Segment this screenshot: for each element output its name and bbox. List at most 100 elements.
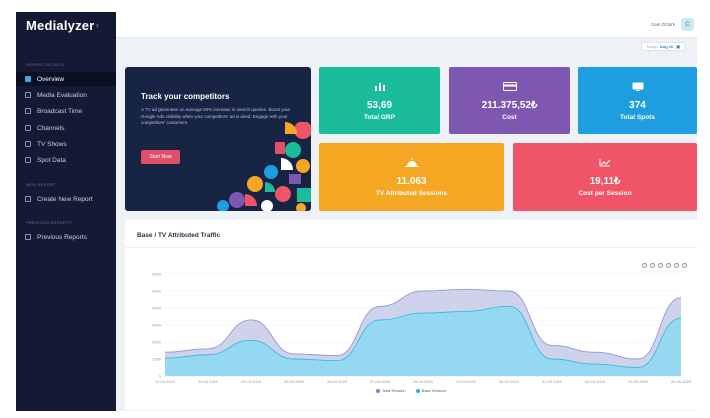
x-tick-label: 29.04.2020 bbox=[456, 379, 477, 384]
kpi-value: 211.375,52₺ bbox=[481, 100, 538, 111]
sidebar-item-label: Create New Report bbox=[37, 195, 93, 203]
sidebar-item-label: Media Evaluation bbox=[37, 91, 87, 99]
sidebar-item-label: Channels bbox=[37, 124, 65, 132]
kpi-card-total-spots: 374 Total Spots bbox=[578, 67, 697, 134]
sidebar-section-previous-reports: PREVIOUS REPORTS bbox=[26, 220, 72, 225]
pie-chart-icon bbox=[25, 76, 31, 82]
kpi-value: 53,69 bbox=[366, 100, 393, 111]
sunrise-icon bbox=[404, 157, 419, 167]
y-tick-label: 3000 bbox=[152, 323, 162, 328]
clock-icon bbox=[25, 108, 31, 114]
x-tick-label: 23.04.2020 bbox=[198, 379, 219, 384]
bell-icon bbox=[25, 125, 31, 131]
series-line-base-session bbox=[164, 305, 682, 368]
sidebar-section-report-details: REPORT DETAILS bbox=[26, 62, 65, 67]
legend-label: Base Session bbox=[421, 388, 447, 393]
kpi-label: Cost bbox=[502, 114, 517, 121]
chevron-left-icon[interactable]: ‹ bbox=[96, 20, 99, 30]
top-bar: Cem Öztürk C bbox=[116, 12, 697, 38]
y-tick-label: 4000 bbox=[152, 306, 162, 311]
sidebar-item-channels[interactable]: Channels bbox=[16, 121, 116, 135]
date-filter-value: Aug 16 bbox=[659, 44, 674, 49]
kpi-label: Total Spots bbox=[620, 114, 655, 121]
line-chart-icon bbox=[598, 157, 612, 167]
credit-card-icon bbox=[502, 81, 517, 91]
kpi-card-tv-attributed-sessions: 11.063 TV Attributed Sessions bbox=[319, 143, 504, 211]
sidebar-item-overview[interactable]: Overview bbox=[16, 72, 116, 86]
kpi-value: 19,11₺ bbox=[589, 176, 621, 187]
pan-hand-icon[interactable] bbox=[666, 263, 671, 268]
x-tick-label: 28.04.2020 bbox=[413, 379, 434, 384]
sidebar-item-create-new-report[interactable]: Create New Report bbox=[16, 192, 116, 206]
sidebar-item-media-evaluation[interactable]: Media Evaluation bbox=[16, 88, 116, 102]
x-tick-label: 24.04.2020 bbox=[241, 379, 262, 384]
app-window: Medialyzer ‹ REPORT DETAILS Overview Med… bbox=[16, 12, 697, 411]
tv-icon bbox=[25, 141, 31, 147]
x-tick-label: 27.04.2020 bbox=[370, 379, 391, 384]
date-filter[interactable]: Today Aug 16 ▣ bbox=[641, 42, 685, 51]
plus-document-icon bbox=[25, 196, 31, 202]
zoom-in-icon[interactable] bbox=[642, 263, 647, 268]
sidebar-item-label: Previous Reports bbox=[37, 233, 87, 241]
kpi-label: Cost per Session bbox=[578, 190, 632, 197]
x-tick-label: 04.05.2020 bbox=[671, 379, 692, 384]
x-tick-label: 22.04.2020 bbox=[155, 379, 176, 384]
chart-toolbar bbox=[642, 263, 687, 268]
bar-chart-icon bbox=[373, 81, 387, 91]
legend-item-base-session[interactable]: Base Session bbox=[415, 388, 447, 393]
sidebar-item-label: TV Shows bbox=[37, 140, 67, 148]
legend-label: Total Session bbox=[381, 388, 406, 393]
kpi-card-cost: 211.375,52₺ Cost bbox=[449, 67, 570, 134]
legend-item-total-session[interactable]: Total Session bbox=[375, 388, 406, 393]
home-icon[interactable] bbox=[674, 263, 679, 268]
x-tick-label: 02.05.2020 bbox=[585, 379, 606, 384]
sidebar-section-new-report: NEW REPORT bbox=[26, 182, 57, 187]
chart-legend: Total Session Base Session bbox=[125, 388, 697, 393]
sidebar-item-spot-data[interactable]: Spot Data bbox=[16, 153, 116, 167]
y-tick-label: 5000 bbox=[152, 289, 162, 294]
y-tick-label: 2000 bbox=[152, 340, 162, 345]
x-tick-label: 03.05.2020 bbox=[628, 379, 649, 384]
promo-title: Track your competitors bbox=[141, 92, 230, 101]
sidebar-item-label: Spot Data bbox=[37, 156, 66, 164]
promo-card: Track your competitors A TV ad generates… bbox=[125, 67, 311, 211]
sidebar-item-label: Broadcast Time bbox=[37, 107, 83, 115]
x-tick-label: 25.04.2020 bbox=[284, 379, 305, 384]
y-tick-label: 0 bbox=[159, 374, 162, 379]
series-area-base-session bbox=[165, 306, 681, 376]
kpi-label: TV Attributed Sessions bbox=[375, 190, 448, 197]
series-line-total-session bbox=[164, 288, 682, 360]
sidebar: Medialyzer ‹ REPORT DETAILS Overview Med… bbox=[16, 12, 116, 411]
kpi-value: 374 bbox=[629, 100, 646, 111]
app-logo: Medialyzer bbox=[26, 18, 95, 33]
x-tick-label: 01.05.2020 bbox=[542, 379, 563, 384]
kpi-value: 11.063 bbox=[396, 176, 427, 187]
divider bbox=[125, 247, 697, 248]
sidebar-item-previous-reports[interactable]: Previous Reports bbox=[16, 230, 116, 244]
x-tick-label: 26.04.2020 bbox=[327, 379, 348, 384]
kpi-label: Total GRP bbox=[364, 114, 395, 121]
traffic-area-chart: 0 1000 2000 3000 4000 5000 6000 22.04.2020 23.04… bbox=[152, 272, 692, 385]
menu-icon[interactable] bbox=[682, 263, 687, 268]
start-now-button[interactable]: Start Now bbox=[141, 150, 180, 164]
user-name[interactable]: Cem Öztürk bbox=[650, 22, 675, 27]
document-icon bbox=[25, 157, 31, 163]
magnifier-icon[interactable] bbox=[658, 263, 663, 268]
calendar-icon: ▣ bbox=[676, 44, 680, 49]
chart-panel-title: Base / TV Attributed Traffic bbox=[137, 232, 221, 239]
x-tick-label: 30.04.2020 bbox=[499, 379, 520, 384]
date-filter-label: Today bbox=[646, 44, 657, 49]
zoom-out-icon[interactable] bbox=[650, 263, 655, 268]
avatar[interactable]: C bbox=[681, 18, 694, 31]
tv-icon bbox=[631, 81, 645, 91]
kpi-card-cost-per-session: 19,11₺ Cost per Session bbox=[513, 143, 697, 211]
decorative-shapes-illustration bbox=[217, 122, 311, 211]
sidebar-item-broadcast-time[interactable]: Broadcast Time bbox=[16, 104, 116, 118]
sidebar-item-tv-shows[interactable]: TV Shows bbox=[16, 137, 116, 151]
promo-text: A TV ad generates on average 60% increas… bbox=[141, 107, 291, 125]
checklist-icon bbox=[25, 92, 31, 98]
sidebar-item-label: Overview bbox=[37, 75, 65, 83]
archive-icon bbox=[25, 234, 31, 240]
y-tick-label: 6000 bbox=[152, 272, 162, 277]
traffic-chart-panel: Base / TV Attributed Traffic 0 1000 2000 30… bbox=[125, 220, 697, 410]
